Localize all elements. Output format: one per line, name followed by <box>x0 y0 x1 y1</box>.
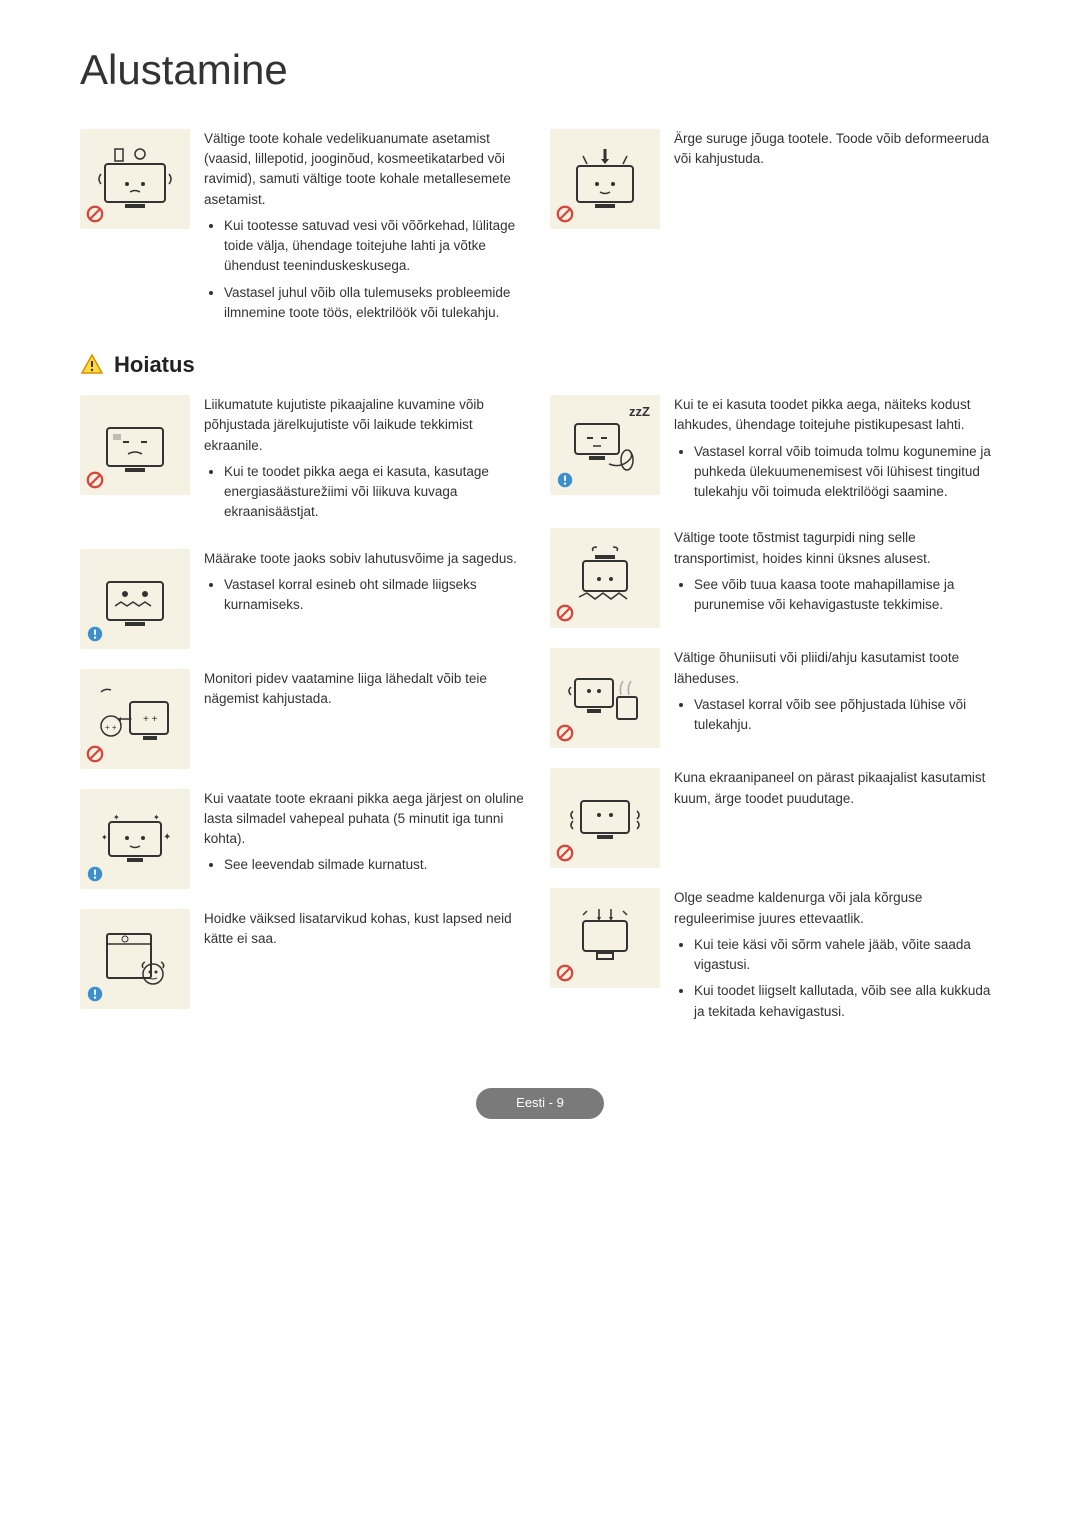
svg-text:✦: ✦ <box>113 813 120 822</box>
item-text: Kui te ei kasuta toodet pikka aega, näit… <box>674 395 1000 508</box>
monitor-icon: + + + + <box>95 684 175 754</box>
right-column: zzZ Kui te ei kasuta toodet pikka aega, … <box>550 395 1000 1028</box>
monitor-icon <box>95 564 175 634</box>
item-text: Vältige toote tõstmist tagurpidi ning se… <box>674 528 1000 621</box>
illustration-closeview: + + + + <box>80 669 190 769</box>
bullet: Vastasel korral võib see põhjustada lühi… <box>694 695 1000 736</box>
prohibit-icon <box>556 724 574 742</box>
item-press: Ärge suruge jõuga tootele. Toode võib de… <box>550 129 1000 229</box>
item-humidifier: Vältige õhuniisuti või pliidi/ahju kasut… <box>550 648 1000 748</box>
monitor-icon <box>565 663 645 733</box>
prohibit-icon <box>556 604 574 622</box>
bullet: See võib tuua kaasa toote mahapillamise … <box>694 575 1000 616</box>
svg-text:✦: ✦ <box>163 832 171 843</box>
body-text: Ärge suruge jõuga tootele. Toode võib de… <box>674 129 1000 170</box>
prohibit-icon <box>86 471 104 489</box>
prohibit-icon <box>86 745 104 763</box>
body-text: Vältige toote tõstmist tagurpidi ning se… <box>674 528 1000 569</box>
item-text: Kuna ekraanipaneel on pärast pikaajalist… <box>674 768 1000 815</box>
monitor-icon: ✦ ✦ ✦ ✦ <box>95 804 175 874</box>
bullet: Kui tootesse satuvad vesi või võõrkehad,… <box>224 216 530 277</box>
body-text: Kui vaatate toote ekraani pikka aega jär… <box>204 789 530 850</box>
caution-icon <box>556 471 574 489</box>
item-text: Kui vaatate toote ekraani pikka aega jär… <box>204 789 530 882</box>
item-liquids: Vältige toote kohale vedelikuanumate ase… <box>80 129 530 329</box>
warning-triangle-icon <box>80 353 104 377</box>
left-column: Liikumatute kujutiste pikaajaline kuvami… <box>80 395 530 1028</box>
item-text: Ärge suruge jõuga tootele. Toode võib de… <box>674 129 1000 176</box>
sleep-label: zzZ <box>629 403 650 422</box>
illustration-resolution <box>80 549 190 649</box>
illustration-accessories <box>80 909 190 1009</box>
bullet: Kui toodet liigselt kallutada, võib see … <box>694 981 1000 1022</box>
body-text: Monitori pidev vaatamine liiga lähedalt … <box>204 669 530 710</box>
bullet: See leevendab silmade kurnatust. <box>224 855 530 875</box>
bullet: Kui teie käsi või sõrm vahele jääb, võit… <box>694 935 1000 976</box>
prohibit-icon <box>86 205 104 223</box>
body-text: Olge seadme kaldenurga või jala kõrguse … <box>674 888 1000 929</box>
item-rest: ✦ ✦ ✦ ✦ Kui vaatate toote ekraani pikka … <box>80 789 530 889</box>
page-number: Eesti - 9 <box>476 1088 604 1119</box>
top-row: Vältige toote kohale vedelikuanumate ase… <box>80 129 1000 329</box>
illustration-humidifier <box>550 648 660 748</box>
item-accessories: Hoidke väiksed lisatarvikud kohas, kust … <box>80 909 530 1009</box>
item-unplug: zzZ Kui te ei kasuta toodet pikka aega, … <box>550 395 1000 508</box>
body-text: Hoidke väiksed lisatarvikud kohas, kust … <box>204 909 530 950</box>
bullet: Vastasel juhul võib olla tulemuseks prob… <box>224 283 530 324</box>
illustration-press <box>550 129 660 229</box>
footer: Eesti - 9 <box>80 1088 1000 1119</box>
svg-text:+ +: + + <box>143 714 158 725</box>
illustration-burnin <box>80 395 190 495</box>
item-text: Monitori pidev vaatamine liiga lähedalt … <box>204 669 530 716</box>
item-text: Hoidke väiksed lisatarvikud kohas, kust … <box>204 909 530 956</box>
monitor-icon <box>565 903 645 973</box>
monitor-icon <box>565 543 645 613</box>
body-text: Vältige toote kohale vedelikuanumate ase… <box>204 129 530 210</box>
bullet: Vastasel korral esineb oht silmade liigs… <box>224 575 530 616</box>
illustration-rest: ✦ ✦ ✦ ✦ <box>80 789 190 889</box>
illustration-upside <box>550 528 660 628</box>
monitor-icon <box>95 924 175 994</box>
svg-text:✦: ✦ <box>153 813 160 822</box>
section-heading-row: Hoiatus <box>80 349 1000 381</box>
body-text: Kuna ekraanipaneel on pärast pikaajalist… <box>674 768 1000 809</box>
body-text: Liikumatute kujutiste pikaajaline kuvami… <box>204 395 530 456</box>
item-text: Vältige õhuniisuti või pliidi/ahju kasut… <box>674 648 1000 741</box>
illustration-unplug: zzZ <box>550 395 660 495</box>
illustration-tilt <box>550 888 660 988</box>
monitor-icon <box>565 783 645 853</box>
illustration-hot <box>550 768 660 868</box>
monitor-icon <box>95 144 175 214</box>
bullet: Vastasel korral võib toimuda tolmu kogun… <box>694 442 1000 503</box>
body-text: Määrake toote jaoks sobiv lahutusvõime j… <box>204 549 530 569</box>
item-closeview: + + + + Monitori pidev vaatamine liiga l… <box>80 669 530 769</box>
caution-icon <box>86 985 104 1003</box>
item-hot: Kuna ekraanipaneel on pärast pikaajalist… <box>550 768 1000 868</box>
page-title: Alustamine <box>80 40 1000 101</box>
item-resolution: Määrake toote jaoks sobiv lahutusvõime j… <box>80 549 530 649</box>
item-text: Vältige toote kohale vedelikuanumate ase… <box>204 129 530 329</box>
item-tilt: Olge seadme kaldenurga või jala kõrguse … <box>550 888 1000 1028</box>
caution-icon <box>86 625 104 643</box>
monitor-icon <box>565 144 645 214</box>
prohibit-icon <box>556 964 574 982</box>
monitor-icon <box>95 410 175 480</box>
item-upside: Vältige toote tõstmist tagurpidi ning se… <box>550 528 1000 628</box>
prohibit-icon <box>556 205 574 223</box>
svg-text:✦: ✦ <box>101 833 108 842</box>
item-burnin: Liikumatute kujutiste pikaajaline kuvami… <box>80 395 530 529</box>
caution-icon <box>86 865 104 883</box>
body-text: Kui te ei kasuta toodet pikka aega, näit… <box>674 395 1000 436</box>
svg-text:+ +: + + <box>105 723 117 732</box>
bullet: Kui te toodet pikka aega ei kasuta, kasu… <box>224 462 530 523</box>
item-text: Olge seadme kaldenurga või jala kõrguse … <box>674 888 1000 1028</box>
item-text: Liikumatute kujutiste pikaajaline kuvami… <box>204 395 530 529</box>
body-text: Vältige õhuniisuti või pliidi/ahju kasut… <box>674 648 1000 689</box>
prohibit-icon <box>556 844 574 862</box>
illustration-liquids <box>80 129 190 229</box>
item-text: Määrake toote jaoks sobiv lahutusvõime j… <box>204 549 530 622</box>
main-grid: Liikumatute kujutiste pikaajaline kuvami… <box>80 395 1000 1028</box>
section-heading: Hoiatus <box>114 349 195 381</box>
